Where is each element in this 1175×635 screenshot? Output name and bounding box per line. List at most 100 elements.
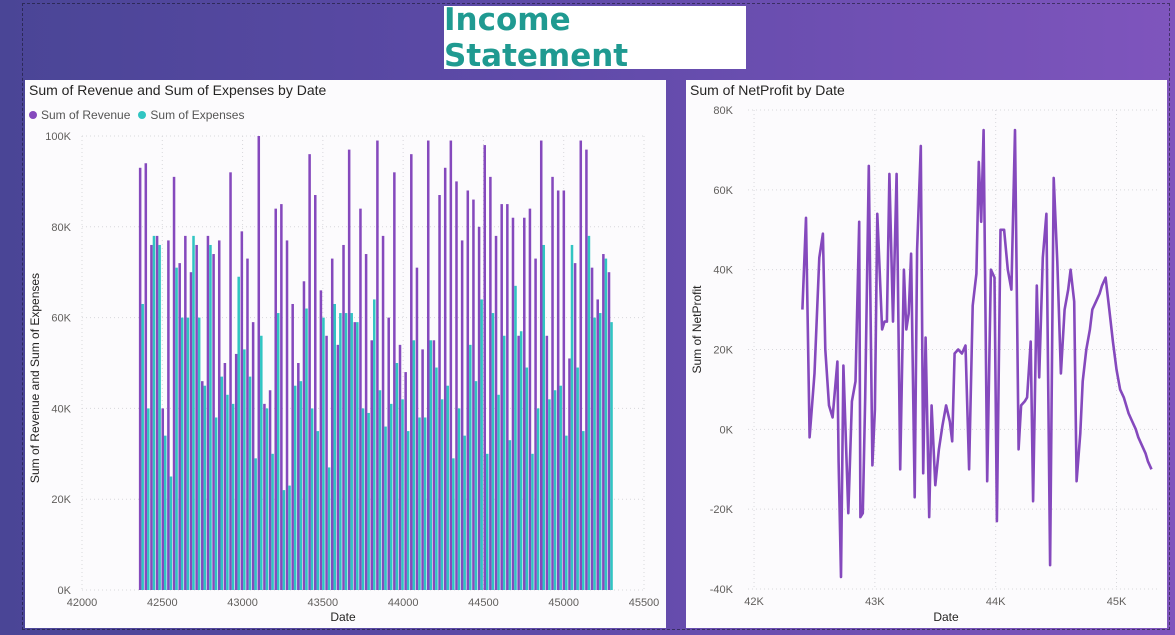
revenue-bar — [364, 254, 368, 591]
expenses-bar — [514, 285, 517, 590]
netprofit-chart-visual[interactable]: Sum of NetProfit by Date -40K -20K 0K 20K 40… — [686, 80, 1167, 628]
revenue-bar — [223, 363, 227, 590]
revenue-bar — [585, 149, 588, 590]
revenue-bar — [347, 149, 351, 590]
revenue-bar — [494, 235, 498, 590]
revenue-bar — [539, 140, 543, 590]
y-tick-label: -40K — [710, 584, 734, 596]
expenses-bar — [226, 394, 229, 590]
expenses-bar — [593, 317, 596, 590]
expenses-bar — [254, 458, 257, 590]
x-tick-label: 43500 — [308, 597, 339, 609]
revenue-bar — [274, 208, 277, 590]
revenue-bar — [240, 231, 244, 590]
revenue-bar — [381, 235, 385, 590]
x-tick-label: 43K — [865, 596, 885, 608]
expenses-bar — [548, 399, 551, 590]
expenses-bar — [525, 367, 529, 590]
revenue-bar — [477, 226, 481, 591]
revenue-bar — [251, 322, 255, 590]
x-tick-label: 44500 — [468, 597, 499, 609]
y-tick-label: 80K — [51, 222, 71, 234]
revenue-bar — [443, 167, 447, 590]
expenses-bar — [418, 417, 421, 590]
expenses-bar — [508, 440, 512, 590]
expenses-bar — [440, 399, 444, 590]
x-axis-title: Date — [330, 610, 356, 624]
revenue-bar — [568, 358, 571, 590]
revenue-bar — [387, 317, 390, 590]
expenses-bar — [327, 467, 331, 590]
expenses-bar — [305, 308, 308, 590]
revenue-bar — [370, 340, 374, 590]
legend-expenses-label[interactable]: Sum of Expenses — [150, 108, 245, 122]
revenue-bar — [534, 258, 537, 590]
legend-revenue-label[interactable]: Sum of Revenue — [41, 108, 131, 122]
revenue-bar — [398, 344, 402, 590]
revenue-bar — [297, 363, 300, 590]
expenses-bar — [469, 344, 472, 590]
revenue-bar — [607, 272, 611, 590]
revenue-bar — [189, 272, 193, 590]
expenses-bar — [435, 367, 438, 590]
expenses-bar — [316, 431, 320, 590]
expenses-bar — [480, 299, 483, 590]
x-tick-label: 44000 — [388, 597, 419, 609]
y-tick-label: 60K — [713, 185, 733, 197]
revenue-bar — [285, 240, 289, 591]
revenue-bar — [511, 217, 515, 590]
expenses-bar — [350, 313, 353, 590]
expenses-bar — [559, 385, 562, 590]
expenses-bar — [406, 431, 410, 590]
expenses-bar — [265, 408, 269, 590]
revenue-bar — [466, 190, 470, 590]
expenses-bar — [553, 390, 557, 590]
revenue-bar — [308, 154, 311, 590]
legend-revenue-marker — [29, 111, 37, 119]
expenses-bar — [220, 376, 224, 590]
expenses-bar — [389, 403, 393, 590]
y-tick-label: 20K — [713, 345, 733, 357]
revenue-bar — [172, 176, 176, 591]
expenses-bar — [158, 244, 161, 590]
x-tick-label: 45500 — [629, 597, 660, 609]
y-axis-title: Sum of NetProfit — [690, 285, 704, 374]
expenses-bar — [598, 313, 602, 590]
revenue-bar — [517, 335, 520, 590]
expenses-bar — [356, 322, 359, 590]
x-tick-label: 44K — [986, 596, 1006, 608]
netprofit-line — [801, 128, 1153, 579]
x-tick-label: 45000 — [548, 597, 579, 609]
expenses-bar — [260, 335, 263, 590]
revenue-bar — [489, 176, 492, 591]
expenses-bar — [491, 313, 495, 590]
revenue-bar — [319, 290, 323, 590]
expenses-bar — [536, 408, 540, 590]
revenue-bar — [178, 263, 181, 590]
revenue-bar — [155, 235, 159, 590]
expenses-bar — [293, 385, 297, 590]
revenue-bar — [393, 172, 396, 590]
expenses-bar — [531, 453, 534, 590]
expenses-bar — [474, 381, 478, 590]
expenses-bar — [141, 303, 144, 590]
expenses-bar — [446, 385, 449, 590]
expenses-bar — [243, 349, 246, 590]
expenses-bar — [565, 435, 568, 590]
revenue-bar — [556, 190, 560, 590]
revenue-bar — [602, 254, 605, 591]
revenue-bar — [562, 190, 566, 590]
y-tick-label: 40K — [713, 265, 733, 277]
x-tick-label: 45K — [1107, 596, 1127, 608]
expenses-bar — [237, 276, 240, 590]
expenses-bar — [429, 340, 433, 590]
y-tick-label: 60K — [51, 313, 71, 325]
expenses-bar — [457, 408, 461, 590]
expenses-bar — [186, 317, 190, 590]
revenue-bar — [206, 235, 210, 590]
expenses-bar — [310, 408, 314, 590]
revenue-bar — [460, 240, 464, 591]
expenses-bar — [180, 317, 184, 590]
revenue-expenses-chart-visual[interactable]: Sum of Revenue and Sum of Expenses by Da… — [25, 80, 666, 628]
revenue-bar — [404, 372, 407, 590]
